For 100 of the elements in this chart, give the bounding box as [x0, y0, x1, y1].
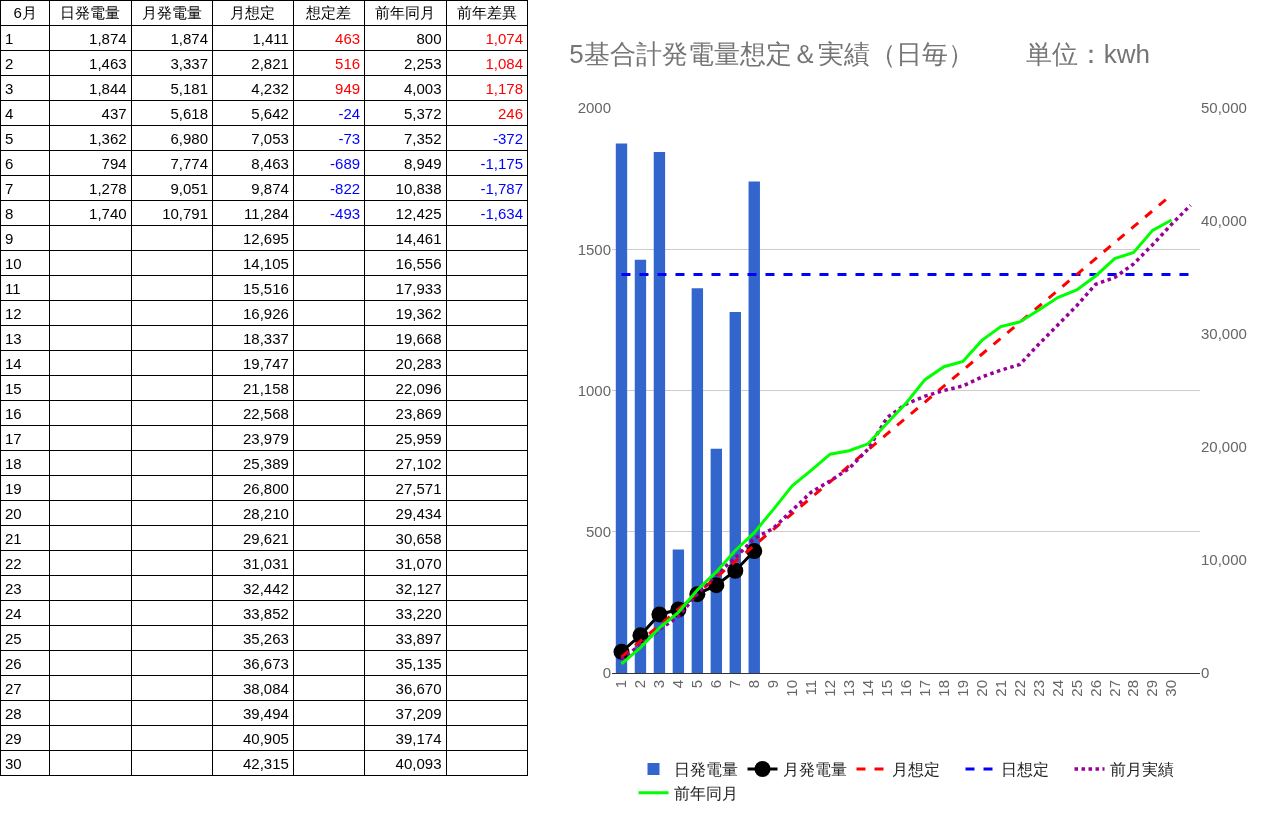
data-label: 19,668 — [364, 325, 446, 351]
y-axis-title: 6月 — [0, 0, 50, 26]
y-tick-label: 18 — [0, 450, 50, 476]
x-tick-label: 25 — [1067, 680, 1085, 697]
data-label: 8,949 — [364, 150, 446, 176]
data-label: 19,747 — [212, 350, 294, 376]
data-label: 30,658 — [364, 525, 446, 551]
x-tick-label: 12 — [821, 680, 839, 697]
data-label: 1,362 — [49, 125, 132, 151]
x-tick-label: 9 — [764, 680, 782, 689]
data-label: -493 — [293, 200, 365, 226]
x-tick-label: 18 — [934, 680, 952, 697]
y-tick-label: 20 — [0, 500, 50, 526]
y-tick-label: 2 — [0, 50, 50, 76]
data-label: 4,003 — [364, 75, 446, 101]
data-label: -1,175 — [446, 150, 528, 176]
y-tick-label: 6 — [0, 150, 50, 176]
legend-label: 日想定 — [1000, 761, 1049, 779]
data-label: 1,178 — [446, 75, 528, 101]
y-tick-label: 4 — [0, 100, 50, 126]
data-label: 5,181 — [131, 75, 213, 101]
data-label: 36,673 — [212, 650, 294, 676]
x-tick-label: 28 — [1124, 680, 1142, 697]
y2-tick-label: 20,000 — [1201, 438, 1247, 456]
data-label: 5,372 — [364, 100, 446, 126]
data-label: 22,568 — [212, 400, 294, 426]
y-tick-label: 21 — [0, 525, 50, 551]
x-tick-label: 月想定 — [212, 0, 294, 26]
x-tick-label: 10 — [783, 680, 801, 697]
y-tick-label: 5 — [0, 125, 50, 151]
data-label: 949 — [293, 75, 365, 101]
point — [651, 606, 668, 623]
data-label: 9,051 — [131, 175, 213, 201]
data-label: 1,084 — [446, 50, 528, 76]
data-label: 20,283 — [364, 350, 446, 376]
data-label: 12,695 — [212, 225, 294, 251]
data-label: 9,874 — [212, 175, 294, 201]
x-tick-label: 前年同月 — [364, 0, 446, 26]
data-label: -372 — [446, 125, 528, 151]
x-tick-label: 想定差 — [293, 0, 365, 26]
chart-title: 5基合計発電量想定＆実績（日毎） 単位：kwh — [569, 39, 1151, 70]
data-label: 23,979 — [212, 425, 294, 451]
data-label: 2,253 — [364, 50, 446, 76]
data-label: 794 — [49, 150, 132, 176]
data-label: 40,093 — [364, 750, 446, 776]
x-tick-label: 14 — [858, 680, 876, 697]
data-label: 12,425 — [364, 200, 446, 226]
y-tick-label: 10 — [0, 250, 50, 276]
y2-tick-label: 30,000 — [1201, 325, 1247, 343]
x-tick-label: 2 — [631, 680, 649, 689]
data-label: 1,844 — [49, 75, 132, 101]
x-tick-label: 17 — [915, 680, 933, 697]
x-tick-label: 6 — [707, 680, 725, 689]
x-tick-label: 1 — [612, 680, 630, 689]
y-tick-label: 9 — [0, 225, 50, 251]
x-tick-label: 11 — [802, 680, 820, 696]
data-label: 10,838 — [364, 175, 446, 201]
y-tick-label: 30 — [0, 750, 50, 776]
data-label: -24 — [293, 100, 365, 126]
data-label: 4,232 — [212, 75, 294, 101]
data-label: 1,874 — [49, 25, 132, 51]
bar — [634, 259, 647, 673]
x-tick-label: 21 — [991, 680, 1009, 697]
data-label: 29,621 — [212, 525, 294, 551]
x-tick-label: 16 — [896, 680, 914, 697]
data-label: 11,284 — [212, 200, 294, 226]
data-label: 19,362 — [364, 300, 446, 326]
y-tick-label: 11 — [0, 275, 50, 301]
x-tick-label: 日発電量 — [49, 0, 132, 26]
x-tick-label: 27 — [1105, 680, 1123, 697]
data-label: 7,774 — [131, 150, 213, 176]
data-label: 7,053 — [212, 125, 294, 151]
data-label: 1,740 — [49, 200, 132, 226]
y-tick-label: 3 — [0, 75, 50, 101]
data-label: 5,642 — [212, 100, 294, 126]
x-tick-label: 15 — [877, 680, 895, 697]
data-label: 33,220 — [364, 600, 446, 626]
data-label: 16,926 — [212, 300, 294, 326]
y2-tick-label: 0 — [1201, 664, 1210, 682]
data-label: 15,516 — [212, 275, 294, 301]
data-label: 7,352 — [364, 125, 446, 151]
data-label: 26,800 — [212, 475, 294, 501]
data-label: 36,670 — [364, 675, 446, 701]
data-label: -822 — [293, 175, 365, 201]
data-label: 38,084 — [212, 675, 294, 701]
data-label: 2,821 — [212, 50, 294, 76]
data-label: 29,434 — [364, 500, 446, 526]
data-label: -1,634 — [446, 200, 528, 226]
y-tick-label: 22 — [0, 550, 50, 576]
data-label: 35,135 — [364, 650, 446, 676]
y-tick-label: 0 — [602, 664, 611, 682]
data-label: 3,337 — [131, 50, 213, 76]
data-label: 33,852 — [212, 600, 294, 626]
bar — [615, 143, 628, 673]
x-tick-label: 8 — [745, 680, 763, 689]
x-tick-label: 7 — [726, 680, 744, 689]
x-tick-label: 19 — [953, 680, 971, 697]
y-tick-label: 16 — [0, 400, 50, 426]
data-label: 32,442 — [212, 575, 294, 601]
bar — [748, 181, 760, 673]
